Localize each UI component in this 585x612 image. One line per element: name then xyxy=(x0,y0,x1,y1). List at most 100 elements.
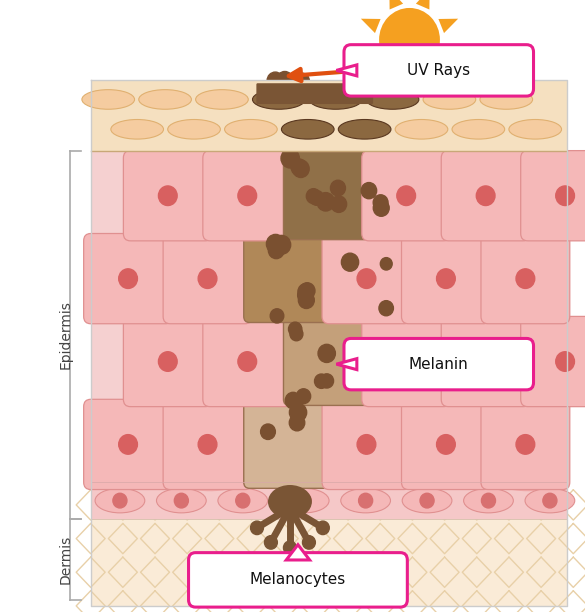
Circle shape xyxy=(379,300,393,316)
FancyBboxPatch shape xyxy=(203,151,292,241)
Circle shape xyxy=(270,309,284,323)
Polygon shape xyxy=(336,359,357,370)
Circle shape xyxy=(174,493,188,508)
Ellipse shape xyxy=(366,90,419,110)
Circle shape xyxy=(119,435,137,454)
Circle shape xyxy=(315,374,328,389)
Ellipse shape xyxy=(95,488,145,513)
Polygon shape xyxy=(361,47,381,61)
Circle shape xyxy=(250,521,263,534)
FancyBboxPatch shape xyxy=(163,234,252,324)
Circle shape xyxy=(266,234,285,253)
Circle shape xyxy=(320,374,333,388)
Ellipse shape xyxy=(509,119,562,139)
Ellipse shape xyxy=(156,488,207,513)
FancyBboxPatch shape xyxy=(244,400,330,488)
Circle shape xyxy=(289,415,305,431)
Ellipse shape xyxy=(340,488,391,513)
Ellipse shape xyxy=(309,90,362,110)
Ellipse shape xyxy=(338,119,391,139)
Ellipse shape xyxy=(280,488,329,513)
Circle shape xyxy=(397,352,415,371)
Circle shape xyxy=(318,345,335,362)
Circle shape xyxy=(284,541,297,554)
Circle shape xyxy=(317,193,335,211)
Circle shape xyxy=(356,344,368,356)
FancyBboxPatch shape xyxy=(284,152,370,240)
FancyBboxPatch shape xyxy=(123,316,212,406)
Circle shape xyxy=(236,493,250,508)
FancyBboxPatch shape xyxy=(481,234,570,324)
FancyBboxPatch shape xyxy=(521,316,585,406)
Circle shape xyxy=(267,72,284,89)
Circle shape xyxy=(285,392,301,409)
Circle shape xyxy=(352,356,366,370)
Circle shape xyxy=(382,375,395,388)
Polygon shape xyxy=(91,470,567,490)
Circle shape xyxy=(302,536,315,549)
Circle shape xyxy=(309,190,324,205)
FancyBboxPatch shape xyxy=(322,234,411,324)
Ellipse shape xyxy=(402,488,452,513)
Ellipse shape xyxy=(139,90,191,110)
Circle shape xyxy=(198,269,217,288)
Circle shape xyxy=(359,493,373,508)
FancyBboxPatch shape xyxy=(91,316,567,400)
Text: Melanin: Melanin xyxy=(409,357,469,371)
Circle shape xyxy=(273,236,291,254)
Circle shape xyxy=(297,493,311,508)
Circle shape xyxy=(277,72,293,89)
Polygon shape xyxy=(416,70,429,91)
Circle shape xyxy=(331,180,346,196)
FancyBboxPatch shape xyxy=(362,316,450,406)
Circle shape xyxy=(307,188,321,204)
Circle shape xyxy=(288,322,302,336)
Polygon shape xyxy=(390,70,403,91)
FancyBboxPatch shape xyxy=(91,482,567,519)
Polygon shape xyxy=(438,47,458,61)
FancyBboxPatch shape xyxy=(91,151,567,234)
Circle shape xyxy=(297,389,311,404)
Circle shape xyxy=(342,253,359,271)
Ellipse shape xyxy=(82,90,135,110)
Circle shape xyxy=(298,284,313,299)
Circle shape xyxy=(290,403,307,422)
Circle shape xyxy=(316,521,329,534)
Circle shape xyxy=(159,186,177,206)
Polygon shape xyxy=(361,19,381,33)
Polygon shape xyxy=(336,65,357,76)
Text: Epidermis: Epidermis xyxy=(58,300,73,369)
Circle shape xyxy=(357,435,376,454)
Circle shape xyxy=(420,493,434,508)
Circle shape xyxy=(436,269,455,288)
Ellipse shape xyxy=(525,488,574,513)
FancyBboxPatch shape xyxy=(163,399,252,490)
Circle shape xyxy=(481,493,495,508)
FancyBboxPatch shape xyxy=(244,235,330,323)
Ellipse shape xyxy=(268,485,312,518)
Ellipse shape xyxy=(452,119,505,139)
Polygon shape xyxy=(390,0,403,10)
Ellipse shape xyxy=(225,119,277,139)
FancyBboxPatch shape xyxy=(344,338,534,390)
Circle shape xyxy=(264,536,277,549)
Circle shape xyxy=(543,493,557,508)
Ellipse shape xyxy=(395,119,448,139)
FancyBboxPatch shape xyxy=(344,45,534,96)
Circle shape xyxy=(556,352,574,371)
Circle shape xyxy=(476,186,495,206)
Circle shape xyxy=(238,352,257,371)
FancyBboxPatch shape xyxy=(481,399,570,490)
Circle shape xyxy=(119,269,137,288)
Ellipse shape xyxy=(168,119,221,139)
Circle shape xyxy=(291,159,307,176)
FancyBboxPatch shape xyxy=(441,151,530,241)
Polygon shape xyxy=(286,545,309,560)
Circle shape xyxy=(516,435,535,454)
Text: UV Rays: UV Rays xyxy=(407,63,470,78)
Circle shape xyxy=(159,352,177,371)
Ellipse shape xyxy=(281,119,334,139)
Circle shape xyxy=(113,493,127,508)
Text: Dermis: Dermis xyxy=(58,535,73,584)
Ellipse shape xyxy=(111,119,163,139)
